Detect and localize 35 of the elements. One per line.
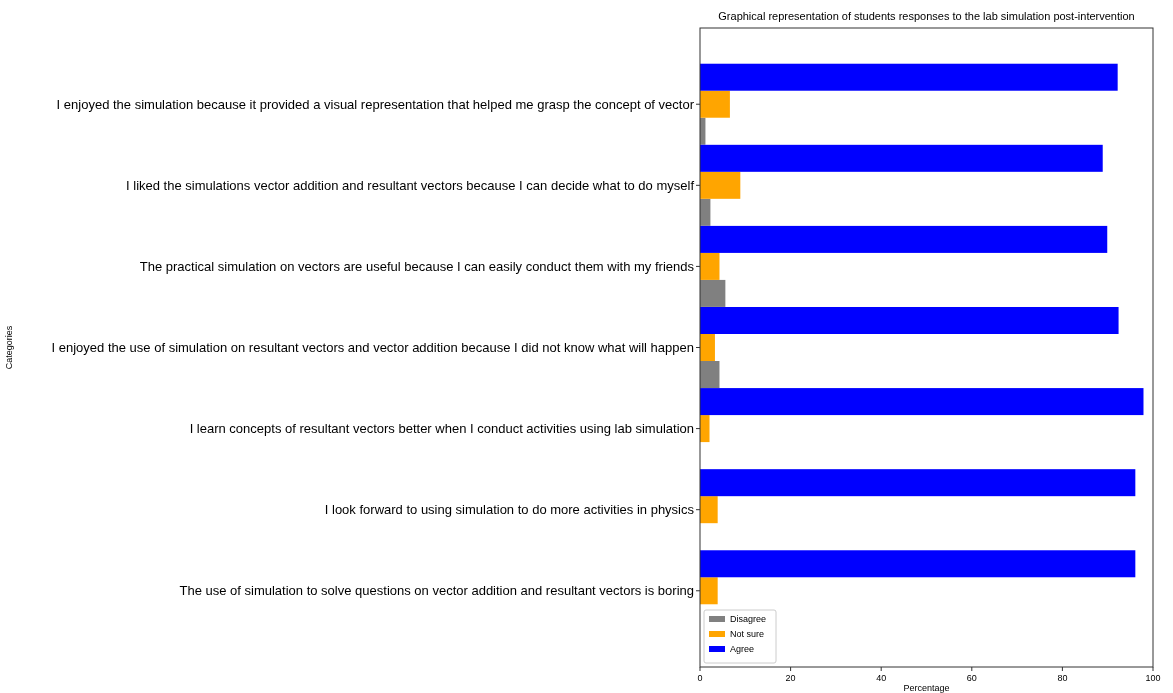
bar [700, 469, 1136, 497]
bar [700, 496, 718, 524]
legend-label: Disagree [730, 614, 767, 625]
y-tick-label: I liked the simulations vector addition and resultant vectors because I can decide what to do myself [126, 177, 695, 193]
x-tick-label: 80 [1057, 673, 1068, 683]
y-tick-label: I enjoyed the simulation because it provided a visual representation that helped me grasp the concept of vector [56, 96, 695, 112]
bar [700, 307, 1119, 334]
bar [700, 279, 726, 307]
y-tick-label: I look forward to using simulation to do more activities in physics [324, 502, 695, 518]
bar [700, 388, 1144, 416]
bar [700, 90, 730, 118]
chart-title: Graphical representation of students responses to the lab simulation post-intervention [718, 10, 1135, 22]
y-axis-title: Categories [4, 325, 14, 370]
bar [700, 550, 1136, 578]
y-tick-label: The use of simulation to solve questions on vector addition and resultant vectors is boring [179, 583, 694, 599]
bar [700, 171, 741, 199]
x-tick-label: 60 [966, 673, 977, 683]
y-tick-label: I enjoyed the use of simulation on resultant vectors and vector addition because I did not know what will happen [51, 340, 694, 356]
legend-label: Not sure [730, 629, 765, 640]
y-tick-label: I learn concepts of resultant vectors better when I conduct activities using lab simulation [189, 421, 694, 437]
x-tick-label: 40 [876, 673, 887, 683]
legend-label: Agree [730, 644, 755, 655]
bar [700, 252, 720, 280]
bar [700, 415, 710, 443]
bar [700, 144, 1103, 172]
x-tick-label: 100 [1145, 673, 1161, 683]
bar [700, 225, 1108, 253]
x-tick-label: 20 [785, 673, 796, 683]
bar [700, 63, 1118, 91]
bar [700, 334, 715, 361]
bar [700, 577, 718, 605]
x-axis-title: Percentage [903, 683, 950, 693]
bar [700, 361, 720, 389]
x-tick-label: 0 [697, 673, 703, 683]
y-tick-label: The practical simulation on vectors are useful because I can easily conduct them with my friends [139, 258, 695, 274]
